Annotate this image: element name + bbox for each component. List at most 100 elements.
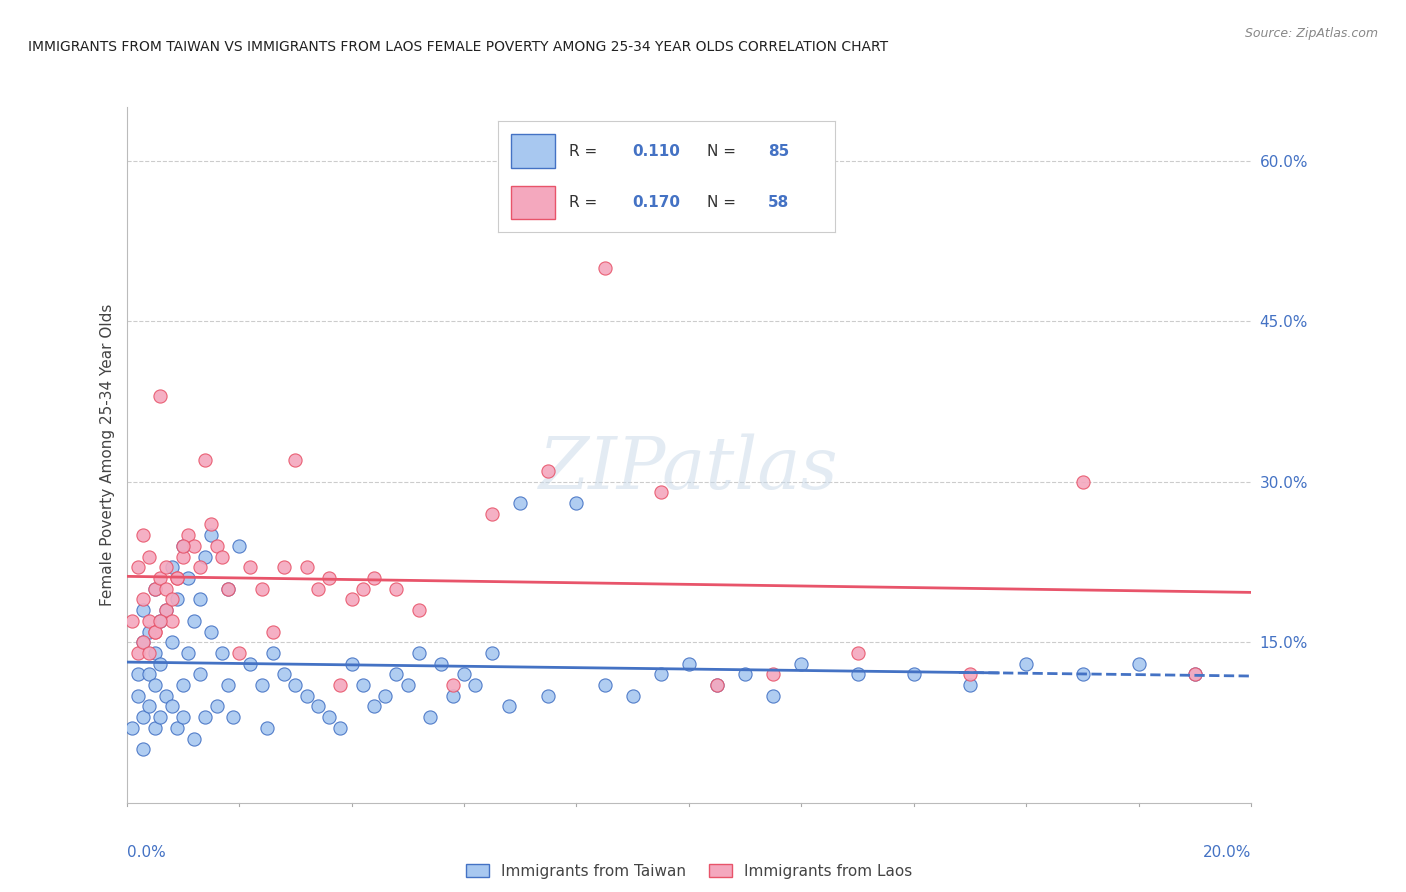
Point (408, 646, 430, 660)
Point (155, 603, 177, 617)
Point (307, 582, 329, 596)
Point (166, 571, 188, 585)
Point (166, 571, 188, 585)
Point (121, 614, 143, 628)
Point (385, 582, 408, 596)
Point (149, 657, 172, 671)
Point (374, 689, 396, 703)
Point (149, 614, 172, 628)
Point (329, 678, 352, 692)
Point (959, 678, 981, 692)
Point (177, 571, 200, 585)
Point (363, 699, 385, 714)
Point (621, 689, 644, 703)
Point (262, 624, 284, 639)
Point (217, 582, 239, 596)
Point (138, 624, 160, 639)
Point (143, 582, 166, 596)
Point (155, 603, 177, 617)
Point (284, 453, 307, 467)
Point (273, 667, 295, 681)
Point (846, 646, 869, 660)
Point (593, 678, 616, 692)
Point (593, 260, 616, 275)
Point (284, 678, 307, 692)
Point (200, 517, 222, 532)
Point (239, 560, 262, 574)
Point (329, 721, 352, 735)
Point (959, 667, 981, 681)
Point (160, 614, 183, 628)
Point (160, 635, 183, 649)
Point (228, 539, 250, 553)
Point (121, 721, 143, 735)
Point (419, 710, 441, 724)
Point (678, 657, 700, 671)
Point (464, 678, 486, 692)
Point (160, 699, 183, 714)
Point (138, 699, 160, 714)
Point (1071, 475, 1094, 489)
Point (143, 721, 166, 735)
Point (149, 571, 172, 585)
Point (385, 667, 408, 681)
Point (138, 614, 160, 628)
Point (481, 646, 503, 660)
Point (762, 689, 785, 703)
Point (155, 560, 177, 574)
Point (706, 678, 728, 692)
Point (790, 657, 813, 671)
Point (481, 507, 503, 521)
Point (537, 689, 560, 703)
Point (172, 549, 194, 564)
Point (177, 646, 200, 660)
Point (183, 731, 205, 746)
Point (132, 635, 155, 649)
Point (143, 624, 166, 639)
Point (172, 539, 194, 553)
Point (250, 678, 273, 692)
Point (1071, 667, 1094, 681)
Point (217, 582, 239, 596)
Point (565, 496, 588, 510)
Point (200, 624, 222, 639)
Point (352, 678, 374, 692)
Point (143, 646, 166, 660)
Point (295, 560, 318, 574)
Point (408, 603, 430, 617)
Point (217, 678, 239, 692)
Point (188, 667, 211, 681)
Point (211, 549, 233, 564)
Point (127, 560, 149, 574)
Point (453, 667, 475, 681)
Point (430, 657, 453, 671)
Point (138, 646, 160, 660)
Point (340, 592, 363, 607)
Point (143, 582, 166, 596)
Text: 0.0%: 0.0% (127, 845, 166, 860)
Point (846, 667, 869, 681)
Point (295, 689, 318, 703)
Point (228, 646, 250, 660)
Point (340, 657, 363, 671)
Text: 20.0%: 20.0% (1204, 845, 1251, 860)
Point (537, 464, 560, 478)
Legend: Immigrants from Taiwan, Immigrants from Laos: Immigrants from Taiwan, Immigrants from … (465, 863, 912, 879)
Point (650, 667, 672, 681)
Point (183, 539, 205, 553)
Point (132, 710, 155, 724)
Point (396, 678, 419, 692)
Point (138, 549, 160, 564)
Point (441, 678, 464, 692)
Point (1184, 667, 1206, 681)
Point (734, 667, 756, 681)
Point (183, 614, 205, 628)
Point (307, 699, 329, 714)
Point (1128, 657, 1150, 671)
Point (194, 453, 217, 467)
Point (177, 528, 200, 542)
Point (262, 646, 284, 660)
Point (250, 582, 273, 596)
Point (172, 539, 194, 553)
Point (155, 689, 177, 703)
